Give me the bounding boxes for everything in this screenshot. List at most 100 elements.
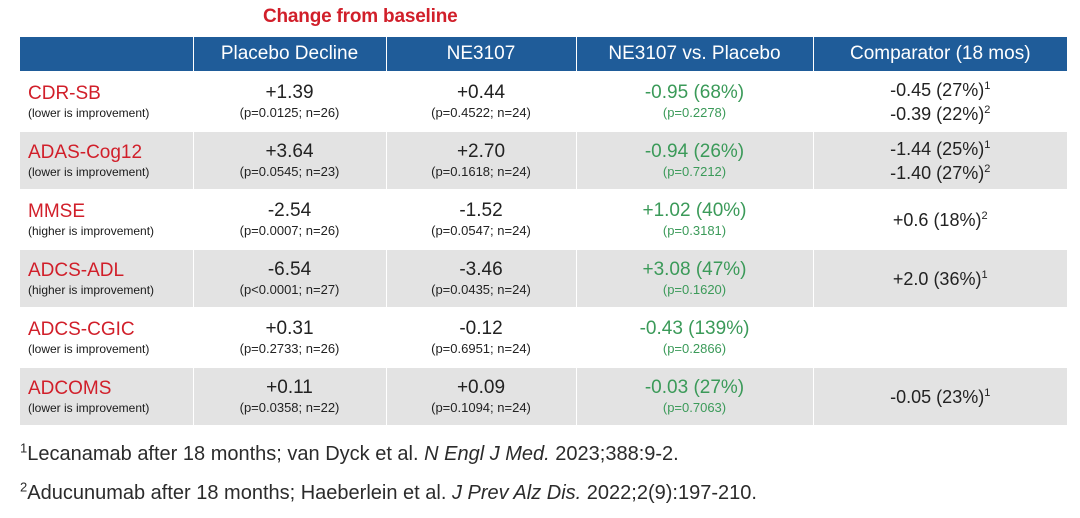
- metric-note: (lower is improvement): [28, 400, 150, 415]
- metric-note: (lower is improvement): [28, 341, 150, 356]
- ne3107-p: (p=0.1618; n=24): [431, 164, 531, 179]
- placebo-p: (p<0.0001; n=27): [239, 282, 340, 297]
- vs-value: -0.94 (26%): [644, 141, 745, 162]
- table-title: Change from baseline: [263, 6, 458, 27]
- journal-name: N Engl J Med.: [424, 443, 550, 465]
- table-row: CDR-SB (lower is improvement) +1.39 (p=0…: [20, 71, 1067, 131]
- header-comparator: Comparator (18 mos): [813, 37, 1067, 72]
- vs-p: (p=0.2278): [662, 105, 727, 120]
- footnote-1: 1Lecanamab after 18 months; van Dyck et …: [20, 440, 679, 465]
- metric-note: (lower is improvement): [28, 105, 150, 120]
- comparator-cell: -0.05 (23%)1: [813, 366, 1067, 425]
- placebo-cell: -2.54 (p=0.0007; n=26): [193, 189, 387, 249]
- table-row: ADAS-Cog12 (lower is improvement) +3.64 …: [20, 130, 1067, 190]
- placebo-value: -6.54: [267, 259, 312, 280]
- vs-p: (p=0.3181): [662, 223, 727, 238]
- comparator-line: +0.6 (18%)2: [892, 209, 988, 230]
- metric-note: (lower is improvement): [28, 164, 150, 179]
- comparator-cell: +0.6 (18%)2: [813, 189, 1067, 249]
- ne3107-value: -0.12: [459, 318, 503, 339]
- placebo-cell: -6.54 (p<0.0001; n=27): [193, 248, 387, 308]
- metric-cell: ADAS-Cog12 (lower is improvement): [20, 130, 194, 190]
- comparator-line: -0.45 (27%)1: [890, 79, 991, 100]
- table-row: MMSE (higher is improvement) -2.54 (p=0.…: [20, 189, 1067, 249]
- ne3107-value: +0.09: [456, 377, 506, 398]
- ne3107-p: (p=0.0547; n=24): [431, 223, 531, 238]
- ne3107-value: +2.70: [456, 141, 506, 162]
- journal-name: J Prev Alz Dis.: [451, 482, 582, 504]
- comparator-cell: -0.45 (27%)1 -0.39 (22%)2: [813, 71, 1067, 131]
- comparator-cell: +2.0 (36%)1: [813, 248, 1067, 308]
- placebo-p: (p=0.0125; n=26): [239, 105, 340, 120]
- comparator-cell: -1.44 (25%)1 -1.40 (27%)2: [813, 130, 1067, 190]
- metric-name: ADAS-Cog12: [28, 141, 143, 163]
- vs-value: -0.03 (27%): [644, 377, 745, 398]
- metric-cell: MMSE (higher is improvement): [20, 189, 194, 249]
- results-table: Placebo Decline NE3107 NE3107 vs. Placeb…: [20, 37, 1067, 425]
- vs-cell: -0.95 (68%) (p=0.2278): [576, 71, 814, 131]
- placebo-p: (p=0.2733; n=26): [239, 341, 340, 356]
- placebo-p: (p=0.0007; n=26): [239, 223, 340, 238]
- ne3107-value: -3.46: [459, 259, 503, 280]
- placebo-value: +3.64: [265, 141, 314, 162]
- comparator-line: -0.05 (23%)1: [890, 386, 991, 407]
- comparator-line: -1.40 (27%)2: [890, 162, 991, 183]
- ne3107-cell: +0.44 (p=0.4522; n=24): [386, 71, 577, 131]
- vs-cell: -0.94 (26%) (p=0.7212): [576, 130, 814, 190]
- placebo-value: +0.11: [266, 377, 313, 398]
- ne3107-cell: -3.46 (p=0.0435; n=24): [386, 248, 577, 308]
- placebo-cell: +0.11 (p=0.0358; n=22): [193, 366, 387, 425]
- footnote-number: 2: [20, 479, 28, 495]
- header-ne3107-vs-placebo: NE3107 vs. Placebo: [576, 37, 814, 72]
- metric-name: ADCS-ADL: [28, 259, 125, 281]
- placebo-cell: +1.39 (p=0.0125; n=26): [193, 71, 387, 131]
- placebo-cell: +0.31 (p=0.2733; n=26): [193, 307, 387, 367]
- ne3107-cell: -0.12 (p=0.6951; n=24): [386, 307, 577, 367]
- ne3107-p: (p=0.0435; n=24): [431, 282, 531, 297]
- ne3107-value: -1.52: [459, 200, 503, 221]
- placebo-value: -2.54: [267, 200, 312, 221]
- placebo-value: +0.31: [265, 318, 314, 339]
- vs-cell: -0.43 (139%) (p=0.2866): [576, 307, 814, 367]
- metric-name: ADCOMS: [28, 377, 112, 399]
- header-ne3107: NE3107: [386, 37, 577, 72]
- vs-p: (p=0.2866): [662, 341, 727, 356]
- vs-value: +3.08 (47%): [642, 259, 747, 280]
- comparator-cell: [813, 307, 1067, 367]
- ne3107-p: (p=0.4522; n=24): [431, 105, 531, 120]
- header-row: Placebo Decline NE3107 NE3107 vs. Placeb…: [20, 37, 1067, 72]
- vs-value: -0.43 (139%): [639, 318, 750, 339]
- vs-value: -0.95 (68%): [644, 82, 745, 103]
- ne3107-cell: -1.52 (p=0.0547; n=24): [386, 189, 577, 249]
- comparator-line: -1.44 (25%)1: [890, 138, 991, 159]
- placebo-p: (p=0.0358; n=22): [239, 400, 340, 415]
- header-blank: [20, 37, 194, 72]
- ne3107-cell: +2.70 (p=0.1618; n=24): [386, 130, 577, 190]
- metric-name: MMSE: [28, 200, 85, 222]
- placebo-p: (p=0.0545; n=23): [239, 164, 340, 179]
- comparator-line: +2.0 (36%)1: [892, 268, 988, 289]
- vs-p: (p=0.7063): [662, 400, 727, 415]
- footnote-number: 1: [20, 440, 28, 456]
- vs-value: +1.02 (40%): [642, 200, 747, 221]
- header-placebo-decline: Placebo Decline: [193, 37, 387, 72]
- comparator-line: -0.39 (22%)2: [890, 103, 991, 124]
- metric-cell: ADCS-CGIC (lower is improvement): [20, 307, 194, 367]
- metric-note: (higher is improvement): [28, 223, 155, 238]
- placebo-value: +1.39: [265, 82, 314, 103]
- vs-p: (p=0.7212): [662, 164, 727, 179]
- table-row: ADCS-CGIC (lower is improvement) +0.31 (…: [20, 307, 1067, 367]
- metric-note: (higher is improvement): [28, 282, 155, 297]
- vs-cell: +3.08 (47%) (p=0.1620): [576, 248, 814, 308]
- vs-cell: +1.02 (40%) (p=0.3181): [576, 189, 814, 249]
- ne3107-cell: +0.09 (p=0.1094; n=24): [386, 366, 577, 425]
- footnote-2: 2Aducunumab after 18 months; Haeberlein …: [20, 479, 757, 504]
- metric-cell: ADCOMS (lower is improvement): [20, 366, 194, 425]
- table-row: ADCOMS (lower is improvement) +0.11 (p=0…: [20, 366, 1067, 425]
- ne3107-p: (p=0.6951; n=24): [431, 341, 531, 356]
- vs-cell: -0.03 (27%) (p=0.7063): [576, 366, 814, 425]
- metric-cell: CDR-SB (lower is improvement): [20, 71, 194, 131]
- placebo-cell: +3.64 (p=0.0545; n=23): [193, 130, 387, 190]
- ne3107-value: +0.44: [456, 82, 506, 103]
- metric-cell: ADCS-ADL (higher is improvement): [20, 248, 194, 308]
